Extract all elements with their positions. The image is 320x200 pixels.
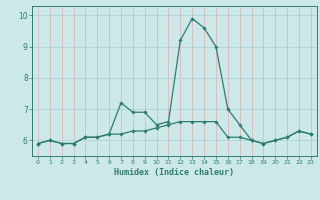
X-axis label: Humidex (Indice chaleur): Humidex (Indice chaleur) [115, 168, 234, 177]
